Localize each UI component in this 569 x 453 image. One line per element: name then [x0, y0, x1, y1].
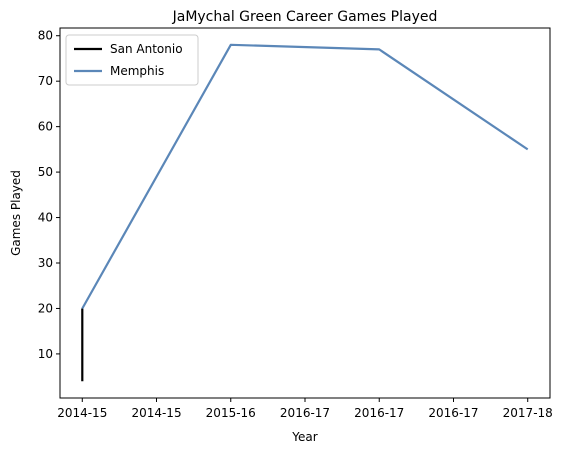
y-tick-label: 20 [38, 301, 53, 315]
y-tick-label: 50 [38, 165, 53, 179]
legend-label: San Antonio [110, 42, 183, 56]
x-tick-label: 2017-18 [503, 406, 553, 420]
x-tick-label: 2016-17 [354, 406, 404, 420]
y-axis-label: Games Played [9, 170, 23, 256]
chart-title: JaMychal Green Career Games Played [172, 9, 438, 25]
x-axis: 2014-15 2014-15 2015-16 2016-17 2016-17 2016-… [57, 398, 553, 420]
x-tick-label: 2014-15 [131, 406, 181, 420]
x-axis-label: Year [291, 430, 317, 444]
x-tick-label: 2015-16 [206, 406, 256, 420]
series-layer [82, 45, 527, 381]
y-tick-label: 70 [38, 74, 53, 88]
y-tick-label: 40 [38, 211, 53, 225]
legend-label: Memphis [110, 64, 164, 78]
x-tick-label: 2016-17 [280, 406, 330, 420]
y-axis: 10 20 30 40 50 60 70 80 [38, 29, 60, 361]
x-tick-label: 2016-17 [428, 406, 478, 420]
y-tick-label: 30 [38, 256, 53, 270]
y-tick-label: 80 [38, 29, 53, 43]
x-tick-label: 2014-15 [57, 406, 107, 420]
legend: San Antonio Memphis [66, 35, 198, 85]
y-tick-label: 60 [38, 120, 53, 134]
y-tick-label: 10 [38, 347, 53, 361]
